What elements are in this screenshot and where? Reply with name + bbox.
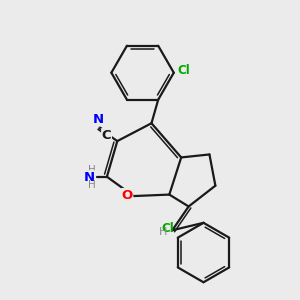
Text: H: H [88,165,95,175]
Text: H: H [159,227,167,237]
Text: C: C [102,129,111,142]
Text: O: O [122,189,133,202]
Text: Cl: Cl [161,222,174,235]
Text: N: N [83,171,94,184]
Text: Cl: Cl [177,64,190,77]
Text: H: H [88,180,95,190]
Text: N: N [93,113,104,126]
